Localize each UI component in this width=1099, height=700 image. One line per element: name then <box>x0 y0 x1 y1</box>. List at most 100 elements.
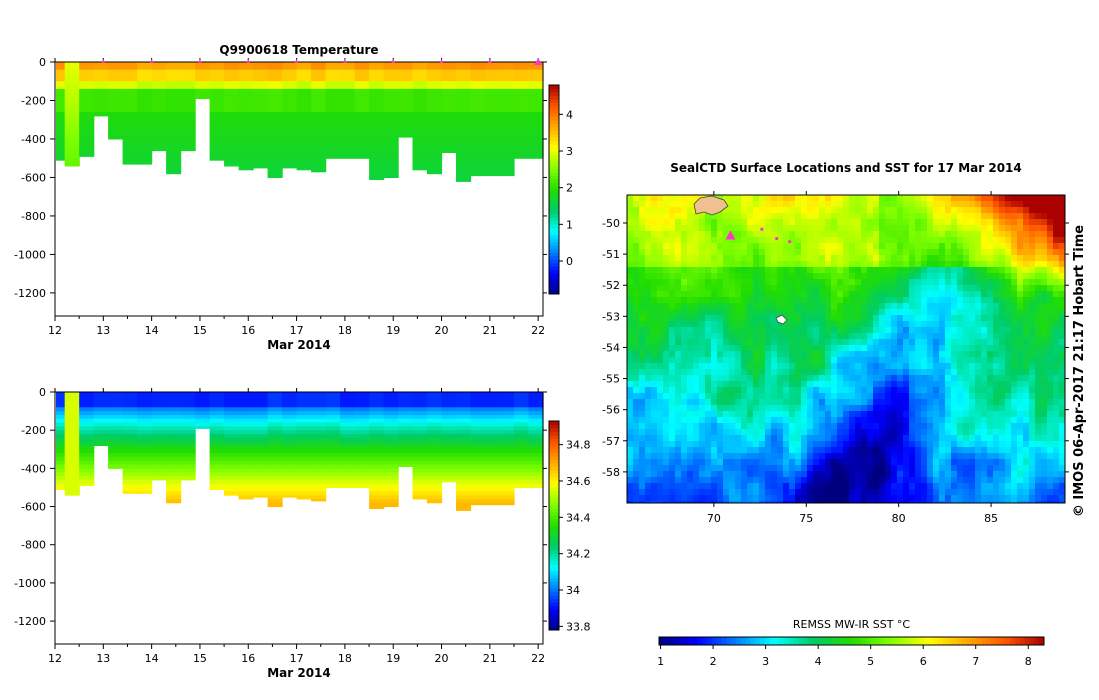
salinity-cell <box>238 418 254 424</box>
salinity-cell <box>238 430 254 435</box>
sst-cell <box>951 201 958 208</box>
temperature-cell <box>166 127 182 132</box>
sst-cell <box>903 243 910 250</box>
temperature-cell <box>253 119 269 125</box>
temperature-cell <box>151 135 167 140</box>
salinity-cell <box>79 437 95 443</box>
sst-cell <box>657 501 664 504</box>
sst-cell <box>909 207 916 214</box>
sst-cell <box>759 489 766 496</box>
salinity-cell <box>340 437 356 443</box>
sst-cell <box>825 267 832 274</box>
salinity-cell <box>253 460 269 466</box>
salinity-cell <box>296 434 312 439</box>
salinity-colorbar-tick-label: 34.6 <box>566 475 591 488</box>
sst-cell <box>903 375 910 382</box>
salinity-cell <box>528 476 544 481</box>
salinity-cell <box>427 418 443 424</box>
temperature-cell <box>369 65 385 71</box>
sst-cell <box>741 495 748 502</box>
sst-cell <box>849 489 856 496</box>
sst-cell <box>795 261 802 268</box>
salinity-cell <box>412 460 428 466</box>
sst-cell <box>909 249 916 256</box>
sst-cell <box>729 399 736 406</box>
sst-cell <box>909 363 916 370</box>
sst-cell <box>849 243 856 250</box>
temperature-cell <box>456 123 472 128</box>
temperature-cell <box>151 104 167 109</box>
sst-cell <box>873 231 880 238</box>
sst-cell <box>867 207 874 214</box>
salinity-cell <box>108 411 124 416</box>
salinity-colorbar-swatch <box>549 556 559 561</box>
temperature-cell <box>412 108 428 113</box>
sst-cell <box>885 267 892 274</box>
temperature-cell <box>195 92 211 98</box>
sst-cell <box>711 477 718 484</box>
sst-cell <box>639 225 646 232</box>
sst-cell <box>849 207 856 214</box>
sst-cell <box>867 273 874 280</box>
salinity-cell <box>398 395 414 401</box>
temperature-cell <box>209 100 225 105</box>
temperature-colorbar-swatch <box>549 276 559 281</box>
sst-cell <box>711 309 718 316</box>
sst-cell <box>645 357 652 364</box>
salinity-cell <box>238 426 254 431</box>
sst-cell <box>831 405 838 412</box>
sst-cell <box>933 309 940 316</box>
temperature-cell <box>56 81 66 86</box>
temperature-cell <box>369 131 385 136</box>
sst-cell <box>783 321 790 328</box>
sst-cell <box>849 201 856 208</box>
sst-cell <box>633 429 640 436</box>
salinity-cell <box>398 449 414 454</box>
salinity-cell <box>485 464 501 469</box>
temperature-cell <box>64 104 80 109</box>
salinity-cell <box>122 479 138 485</box>
sst-cell <box>945 351 952 358</box>
sst-cell <box>885 237 892 244</box>
temperature-cell <box>354 123 370 128</box>
salinity-cell <box>296 464 312 469</box>
sst-cell <box>765 303 772 310</box>
temperature-cell <box>499 169 515 175</box>
sst-cell <box>813 225 820 232</box>
sst-cell <box>933 429 940 436</box>
sst-cell <box>759 417 766 424</box>
sst-cell <box>807 441 814 448</box>
temperature-cell <box>514 69 530 75</box>
sst-cell <box>837 219 844 226</box>
sst-cell <box>663 303 670 310</box>
sst-cell <box>789 405 796 412</box>
sst-cell <box>717 465 724 472</box>
salinity-cell <box>180 437 196 443</box>
salinity-cell <box>412 407 428 412</box>
temperature-cell <box>180 85 196 90</box>
sst-cell <box>639 489 646 496</box>
sst-cell <box>699 333 706 340</box>
sst-cell <box>735 195 742 202</box>
sst-cell <box>957 363 964 370</box>
sst-cell <box>957 297 964 304</box>
sst-cell <box>729 279 736 286</box>
salinity-cell <box>470 441 486 446</box>
temperature-cell <box>296 77 312 82</box>
temperature-cell <box>383 127 399 132</box>
sst-cell <box>717 351 724 358</box>
sst-cell <box>897 291 904 298</box>
sst-cell <box>807 243 814 250</box>
sst-cell <box>807 393 814 400</box>
sst-cell <box>693 417 700 424</box>
sst-cell <box>753 267 760 274</box>
temperature-cell <box>166 158 182 163</box>
salinity-colorbar-swatch <box>549 424 559 429</box>
sst-cell <box>831 309 838 316</box>
salinity-cell <box>369 422 385 427</box>
salinity-cell <box>456 464 472 469</box>
salinity-cell <box>340 392 356 397</box>
sst-cell <box>891 303 898 310</box>
sst-cell <box>765 339 772 346</box>
sst-cell <box>699 495 706 502</box>
